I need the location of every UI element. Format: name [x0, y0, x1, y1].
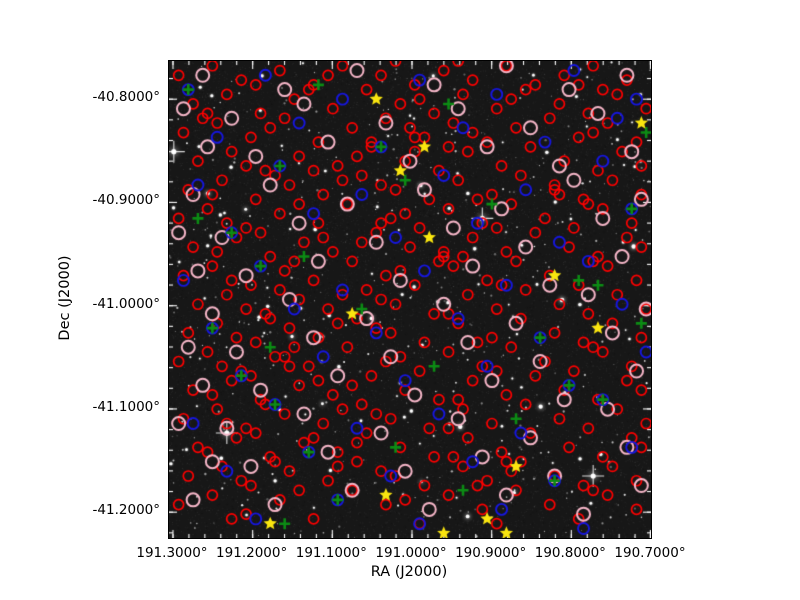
x-tick-label: 191.3000° — [136, 545, 208, 561]
x-axis-label: RA (J2000) — [370, 564, 448, 580]
y-tick-label: -41.2000° — [92, 502, 160, 519]
x-tick-label: 191.1000° — [295, 545, 367, 561]
x-tick-label: 190.9000° — [455, 545, 527, 561]
x-tick-label: 191.2000° — [216, 545, 288, 561]
x-tick-label: 190.8000° — [534, 545, 606, 561]
y-tick-label: -41.0000° — [92, 295, 160, 312]
sky-plot — [168, 60, 652, 539]
y-tick-label: -41.1000° — [92, 398, 160, 415]
x-tick-label: 190.7000° — [614, 545, 686, 561]
y-tick-label: -40.8000° — [92, 89, 160, 106]
y-tick-label: -40.9000° — [92, 192, 160, 209]
x-tick-label: 191.0000° — [375, 545, 447, 561]
sky-image-canvas — [169, 61, 651, 538]
